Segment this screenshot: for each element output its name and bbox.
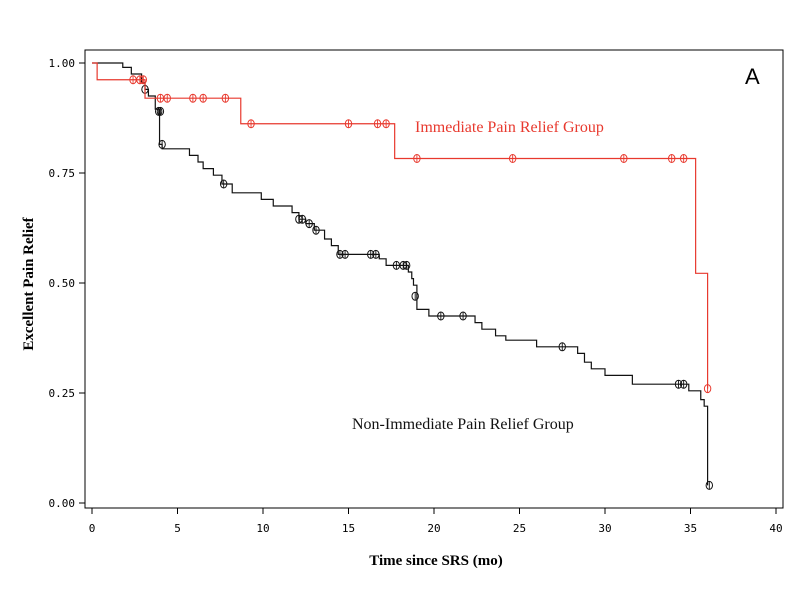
y-tick-label: 0.75: [49, 167, 76, 180]
panel-label: A: [745, 64, 760, 89]
survival-curve-immediate: [92, 62, 709, 389]
x-tick-label: 10: [256, 522, 269, 535]
x-tick-label: 20: [427, 522, 440, 535]
axes: 0 5 10 15 20 25 30 35 40 0.00 0.25 0.50 0.75 1.00: [49, 57, 783, 535]
x-tick-label: 35: [684, 522, 697, 535]
y-tick-label: 0.50: [49, 277, 76, 290]
y-axis-title: Excellent Pain Relief: [21, 216, 37, 350]
survival-curves: [92, 62, 714, 490]
y-tick-label: 0.00: [49, 497, 76, 510]
x-tick-label: 25: [513, 522, 526, 535]
x-tick-label: 30: [598, 522, 611, 535]
survival-curve-non-immediate: [92, 62, 709, 486]
annotation-non-immediate-group: Non-Immediate Pain Relief Group: [352, 416, 574, 433]
series-immediate: [92, 62, 712, 394]
x-axis-title: Time since SRS (mo): [369, 553, 502, 569]
x-tick-label: 40: [769, 522, 782, 535]
y-tick-label: 0.25: [49, 387, 76, 400]
x-tick-label: 0: [89, 522, 96, 535]
x-tick-label: 5: [174, 522, 181, 535]
annotation-immediate-group: Immediate Pain Relief Group: [415, 119, 604, 136]
y-tick-label: 1.00: [49, 57, 76, 70]
x-tick-label: 15: [342, 522, 355, 535]
